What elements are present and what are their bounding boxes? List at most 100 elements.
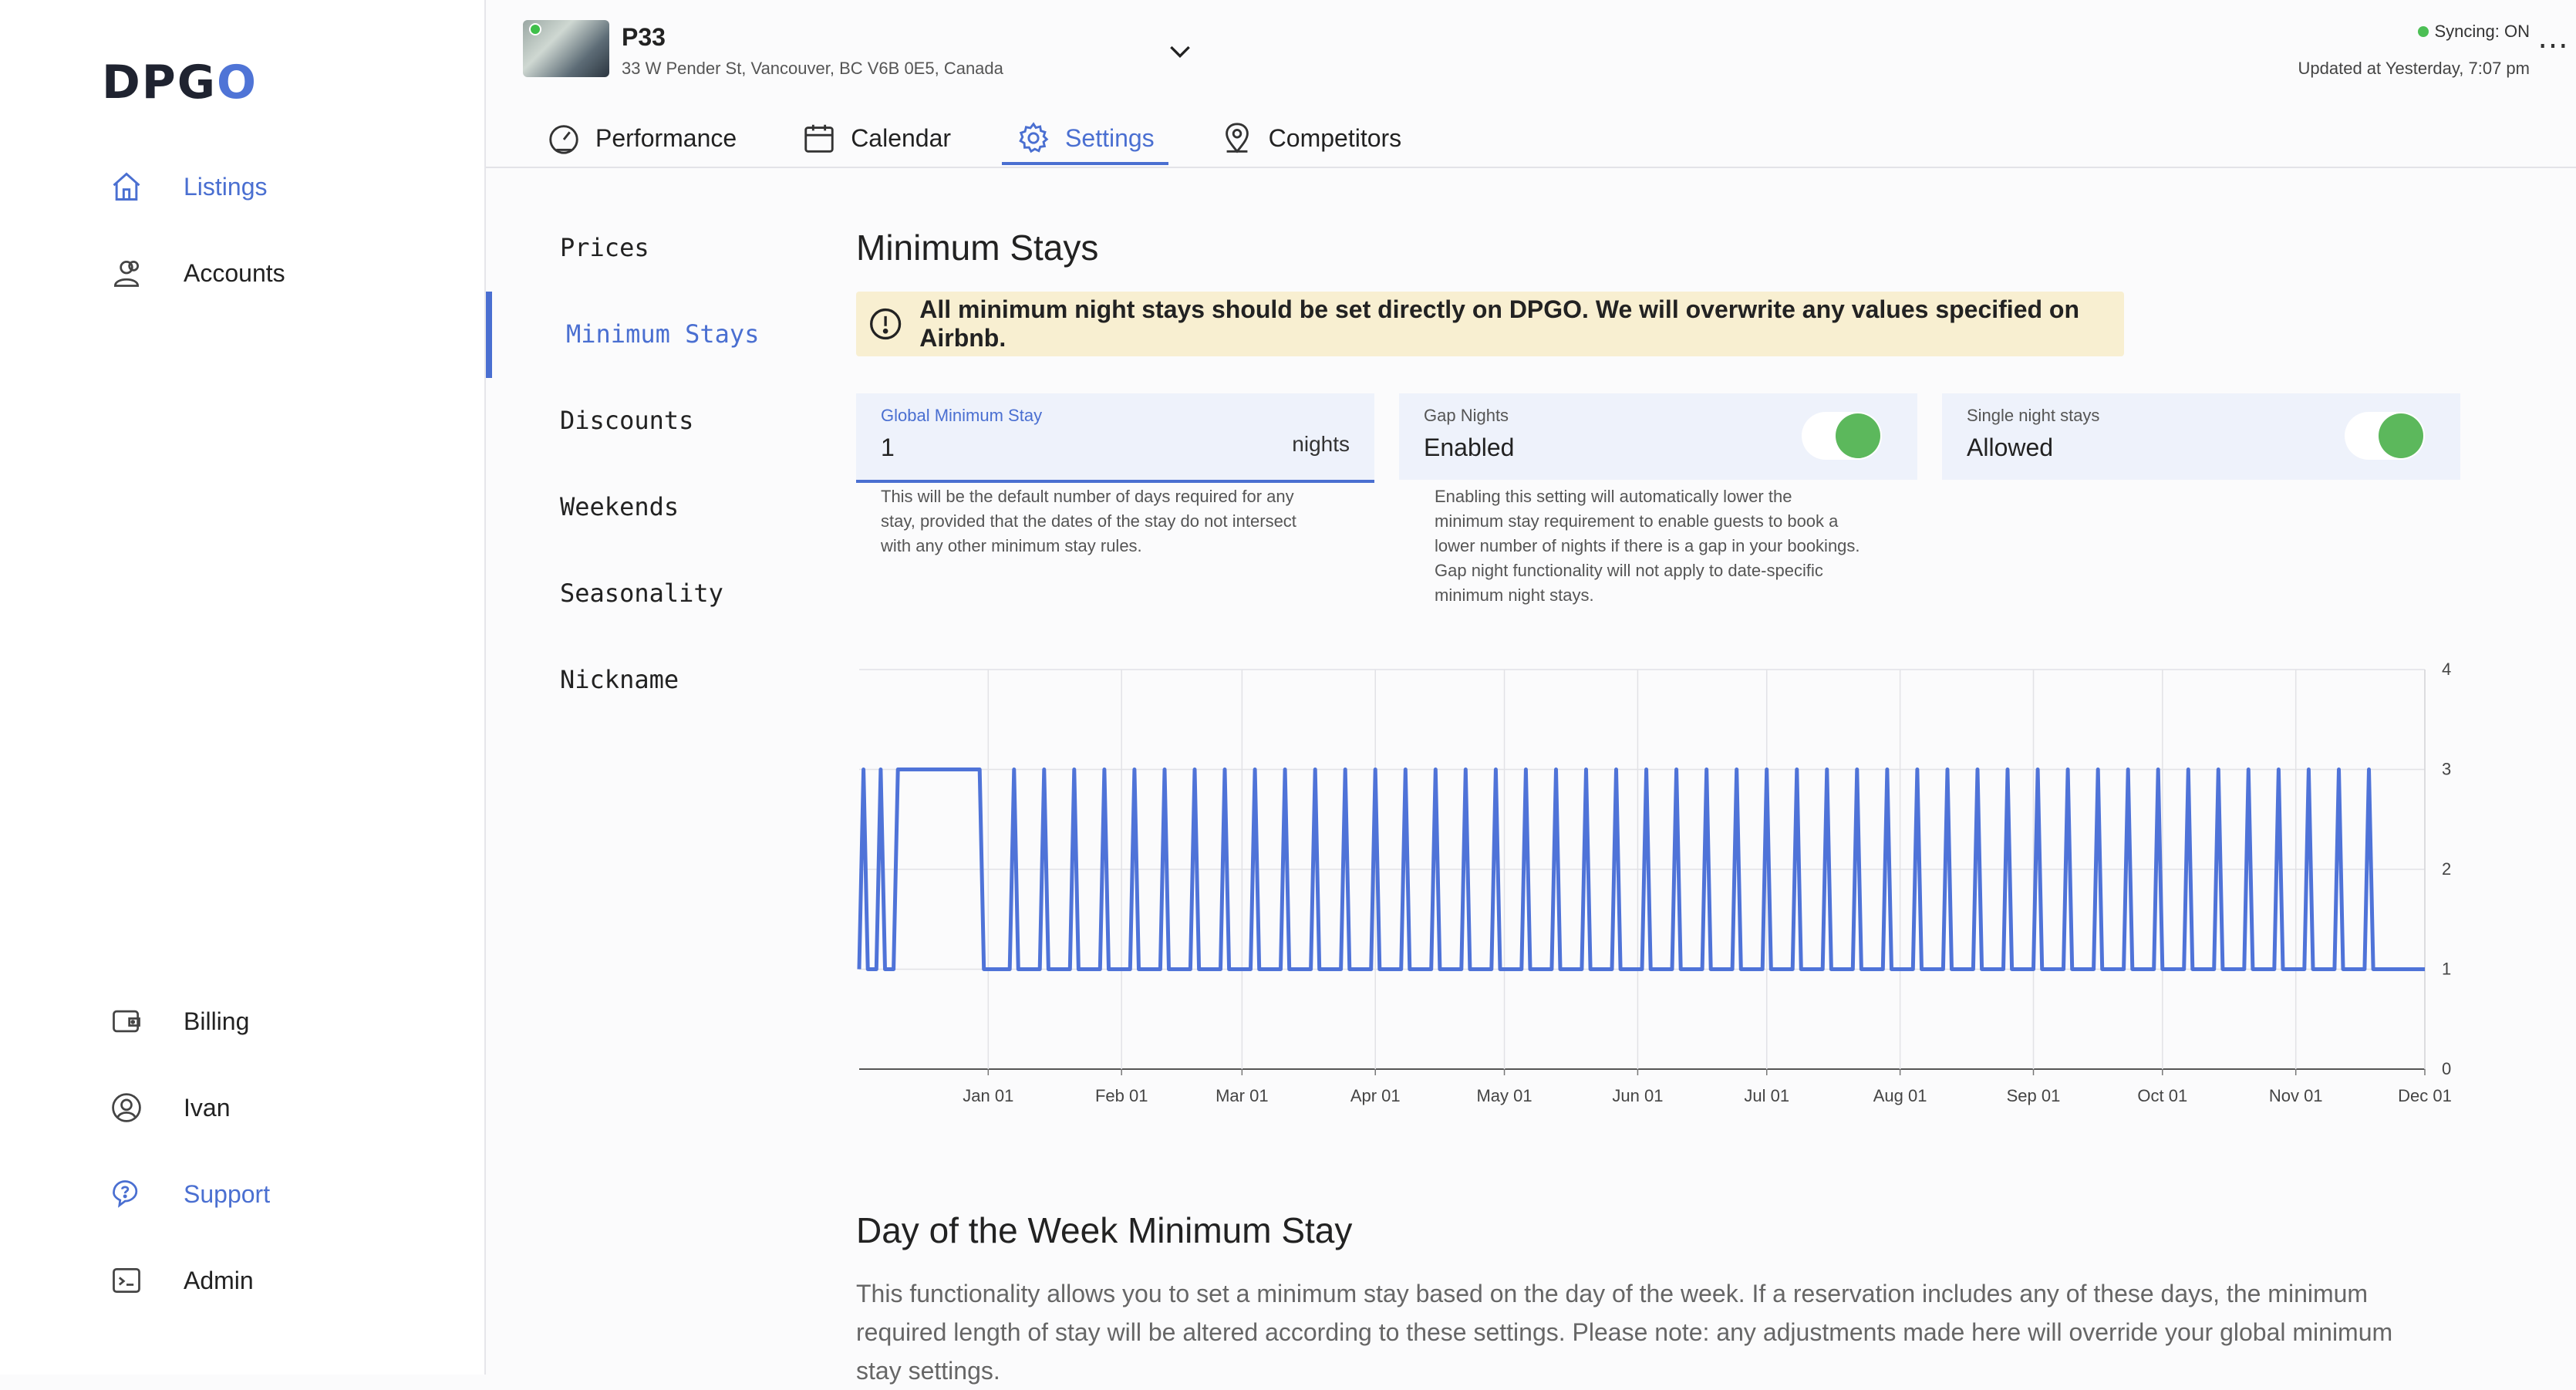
help-line: stay, provided that the dates of the sta… <box>881 511 1296 531</box>
y-tick-label: 4 <box>2442 660 2451 679</box>
gap-nights-toggle[interactable] <box>1802 412 1882 460</box>
chevron-down-icon[interactable] <box>1165 35 1195 66</box>
warning-banner: All minimum night stays should be set di… <box>856 292 2124 356</box>
sidebar-item-listings[interactable]: Listings <box>108 164 268 210</box>
user-circle-icon <box>108 1089 145 1126</box>
help-line: minimum stay requirement to enable guest… <box>1435 511 1839 531</box>
global-minimum-stay-field[interactable]: Global Minimum Stay 1 nights <box>856 393 1374 483</box>
sidebar: DPGO Listings Accounts Billing Ivan Supp… <box>0 0 486 1375</box>
sidebar-item-label: Accounts <box>184 258 285 287</box>
x-tick-label: Feb 01 <box>1095 1086 1148 1105</box>
sidebar-item-label: Ivan <box>184 1093 231 1122</box>
sync-status: Syncing: ON <box>2417 22 2530 42</box>
field-label: Gap Nights <box>1424 406 1509 425</box>
tab-calendar[interactable]: Calendar <box>787 114 965 162</box>
sidebar-item-label: Admin <box>184 1266 254 1294</box>
description-line: This functionality allows you to set a m… <box>856 1280 2369 1307</box>
x-tick-label: Mar 01 <box>1216 1086 1268 1105</box>
tab-label: Settings <box>1065 123 1155 152</box>
x-tick-label: Oct 01 <box>2137 1086 2187 1105</box>
help-line: minimum night stays. <box>1435 585 1594 605</box>
sidebar-item-accounts[interactable]: Accounts <box>108 250 285 296</box>
x-tick-label: Dec 01 <box>2398 1086 2452 1105</box>
subnav-discounts[interactable]: Discounts <box>560 406 694 435</box>
help-line: with any other minimum stay rules. <box>881 536 1142 555</box>
x-tick-label: Jan 01 <box>963 1086 1013 1105</box>
subnav-seasonality[interactable]: Seasonality <box>560 579 723 608</box>
wallet-icon <box>108 1003 145 1040</box>
more-options-icon[interactable]: ⋯ <box>2537 29 2570 62</box>
users-icon <box>108 255 145 292</box>
help-line: Gap night functionality will not apply t… <box>1435 561 1823 580</box>
subnav-minimum-stays[interactable]: Minimum Stays <box>566 319 760 349</box>
subnav-nickname[interactable]: Nickname <box>560 665 679 694</box>
sync-status-label: Syncing: ON <box>2434 22 2530 41</box>
single-night-stays-card: Single night stays Allowed <box>1942 393 2460 480</box>
tab-performance[interactable]: Performance <box>532 114 750 162</box>
sidebar-item-label: Support <box>184 1179 271 1208</box>
help-line: lower number of nights if there is a gap… <box>1435 536 1860 555</box>
subnav-prices[interactable]: Prices <box>560 233 649 262</box>
help-line: Enabling this setting will automatically… <box>1435 487 1792 506</box>
toggle-knob <box>2379 413 2423 458</box>
y-tick-label: 1 <box>2442 960 2451 979</box>
calendar-icon <box>804 124 834 153</box>
sidebar-item-billing[interactable]: Billing <box>108 998 249 1044</box>
warning-banner-text: All minimum night stays should be set di… <box>919 295 2080 352</box>
dpgo-logo[interactable]: DPGO <box>102 56 258 110</box>
day-of-week-description: This functionality allows you to set a m… <box>856 1274 2445 1390</box>
day-of-week-title: Day of the Week Minimum Stay <box>856 1210 1353 1250</box>
sidebar-item-admin[interactable]: Admin <box>108 1257 254 1304</box>
gauge-icon <box>549 125 578 154</box>
tab-label: Competitors <box>1268 123 1402 152</box>
single-night-stays-value: Allowed <box>1967 434 2054 461</box>
sidebar-item-label: Listings <box>184 172 268 201</box>
sync-status-dot <box>2417 26 2429 37</box>
minimum-stay-series-line <box>857 768 2425 971</box>
chat-question-icon <box>108 1176 145 1213</box>
listing-thumbnail[interactable] <box>523 20 609 77</box>
x-tick-label: May 01 <box>1476 1086 1532 1105</box>
description-line: stay settings. <box>856 1357 1000 1385</box>
updated-timestamp: Updated at Yesterday, 7:07 pm <box>2298 59 2530 78</box>
subnav-weekends[interactable]: Weekends <box>560 492 679 521</box>
global-minimum-stay-input[interactable]: 1 <box>881 434 895 461</box>
gap-nights-value: Enabled <box>1424 434 1515 461</box>
terminal-icon <box>108 1262 145 1299</box>
sidebar-item-profile[interactable]: Ivan <box>108 1085 230 1131</box>
x-tick-label: Apr 01 <box>1350 1086 1401 1105</box>
location-pin-icon <box>1225 123 1249 154</box>
y-tick-label: 0 <box>2442 1059 2451 1078</box>
header: P33 33 W Pender St, Vancouver, BC V6B 0E… <box>486 0 2576 168</box>
field-unit: nights <box>1292 432 1350 456</box>
home-icon <box>108 168 145 205</box>
field-label: Single night stays <box>1967 406 2100 425</box>
gear-icon <box>1019 122 1049 154</box>
tab-label: Performance <box>595 123 737 152</box>
tab-label: Calendar <box>851 123 952 152</box>
listing-name[interactable]: P33 <box>622 23 666 51</box>
description-line: required length of stay will be altered … <box>856 1318 2393 1346</box>
x-tick-label: Jul 01 <box>1744 1086 1789 1105</box>
x-tick-label: Nov 01 <box>2269 1086 2323 1105</box>
single-night-stays-toggle[interactable] <box>2345 412 2425 460</box>
gap-nights-help: Enabling this setting will automatically… <box>1435 484 1860 608</box>
tab-bar: Performance Calendar Settings Competitor… <box>532 114 1452 165</box>
sidebar-item-support[interactable]: Support <box>108 1171 270 1217</box>
minimum-stay-chart[interactable]: 0 1 2 3 4 Jan 01 Feb 01 Mar 01 Apr 01 May 01 Jun 0… <box>848 656 2476 1118</box>
y-tick-label: 2 <box>2442 859 2451 879</box>
sidebar-item-label: Billing <box>184 1007 250 1035</box>
listing-address: 33 W Pender St, Vancouver, BC V6B 0E5, C… <box>622 59 1003 78</box>
x-tick-label: Jun 01 <box>1612 1086 1663 1105</box>
toggle-knob <box>1836 413 1880 458</box>
global-minimum-stay-help: This will be the default number of days … <box>881 484 1296 558</box>
y-tick-label: 3 <box>2442 760 2451 779</box>
help-line: This will be the default number of days … <box>881 487 1294 506</box>
section-title: Minimum Stays <box>856 228 1099 268</box>
alert-circle-icon <box>870 308 902 340</box>
subnav-active-indicator <box>486 292 492 378</box>
online-status-dot <box>529 23 541 35</box>
x-tick-label: Sep 01 <box>2007 1086 2061 1105</box>
tab-competitors[interactable]: Competitors <box>1205 114 1416 162</box>
tab-settings[interactable]: Settings <box>1002 114 1168 165</box>
